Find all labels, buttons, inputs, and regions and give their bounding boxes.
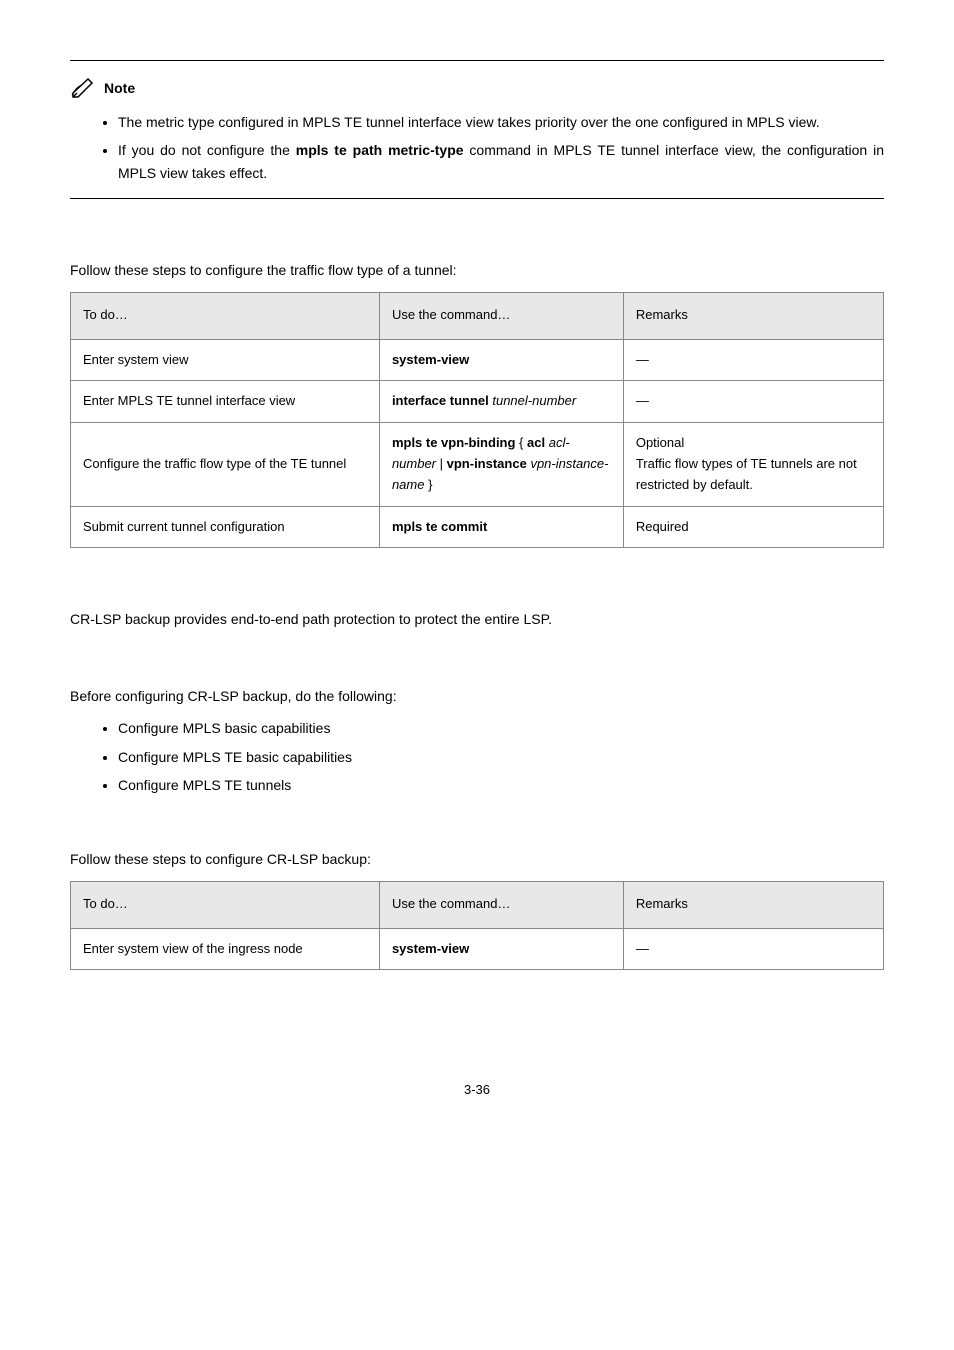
cell-todo: Enter system view of the ingress node [71, 928, 380, 970]
th-todo: To do… [71, 881, 380, 928]
th-command: Use the command… [379, 292, 623, 339]
traffic-intro: Follow these steps to configure the traf… [70, 259, 884, 281]
cell-command: system-view [379, 339, 623, 381]
crlsp-pre-list: Configure MPLS basic capabilities Config… [70, 717, 884, 796]
cell-remarks: Optional Traffic flow types of TE tunnel… [623, 423, 883, 506]
table-row: Submit current tunnel configuration mpls… [71, 506, 884, 548]
cell-command: mpls te commit [379, 506, 623, 548]
cell-command: mpls te vpn-binding { acl acl-number | v… [379, 423, 623, 506]
cell-command: interface tunnel tunnel-number [379, 381, 623, 423]
table-row: Enter MPLS TE tunnel interface view inte… [71, 381, 884, 423]
th-command: Use the command… [379, 881, 623, 928]
page-number: 3-36 [70, 1080, 884, 1101]
th-remarks: Remarks [623, 292, 883, 339]
crlsp-desc: CR-LSP backup provides end-to-end path p… [70, 608, 884, 630]
cell-remarks: Required [623, 506, 883, 548]
cell-command: system-view [379, 928, 623, 970]
table-header-row: To do… Use the command… Remarks [71, 292, 884, 339]
note-icon [70, 75, 98, 99]
cell-remarks: — [623, 928, 883, 970]
table-row: Enter system view system-view — [71, 339, 884, 381]
note-item-0: The metric type configured in MPLS TE tu… [118, 111, 884, 133]
th-remarks: Remarks [623, 881, 883, 928]
cell-todo: Configure the traffic flow type of the T… [71, 423, 380, 506]
crlsp-steps-intro: Follow these steps to configure CR-LSP b… [70, 848, 884, 870]
table-row: Enter system view of the ingress node sy… [71, 928, 884, 970]
crlsp-table: To do… Use the command… Remarks Enter sy… [70, 881, 884, 971]
note-label: Note [104, 77, 135, 99]
table-header-row: To do… Use the command… Remarks [71, 881, 884, 928]
table-row: Configure the traffic flow type of the T… [71, 423, 884, 506]
list-item: Configure MPLS basic capabilities [118, 717, 884, 739]
crlsp-pre-intro: Before configuring CR-LSP backup, do the… [70, 685, 884, 707]
note-item-1: If you do not configure the mpls te path… [118, 139, 884, 184]
list-item: Configure MPLS TE basic capabilities [118, 746, 884, 768]
cell-todo: Submit current tunnel configuration [71, 506, 380, 548]
cell-remarks: — [623, 339, 883, 381]
th-todo: To do… [71, 292, 380, 339]
list-item: Configure MPLS TE tunnels [118, 774, 884, 796]
traffic-table: To do… Use the command… Remarks Enter sy… [70, 292, 884, 549]
cell-remarks: — [623, 381, 883, 423]
cell-todo: Enter MPLS TE tunnel interface view [71, 381, 380, 423]
note-header: Note [70, 75, 884, 99]
note-list: The metric type configured in MPLS TE tu… [70, 111, 884, 184]
note-top-divider [70, 60, 884, 61]
cell-todo: Enter system view [71, 339, 380, 381]
